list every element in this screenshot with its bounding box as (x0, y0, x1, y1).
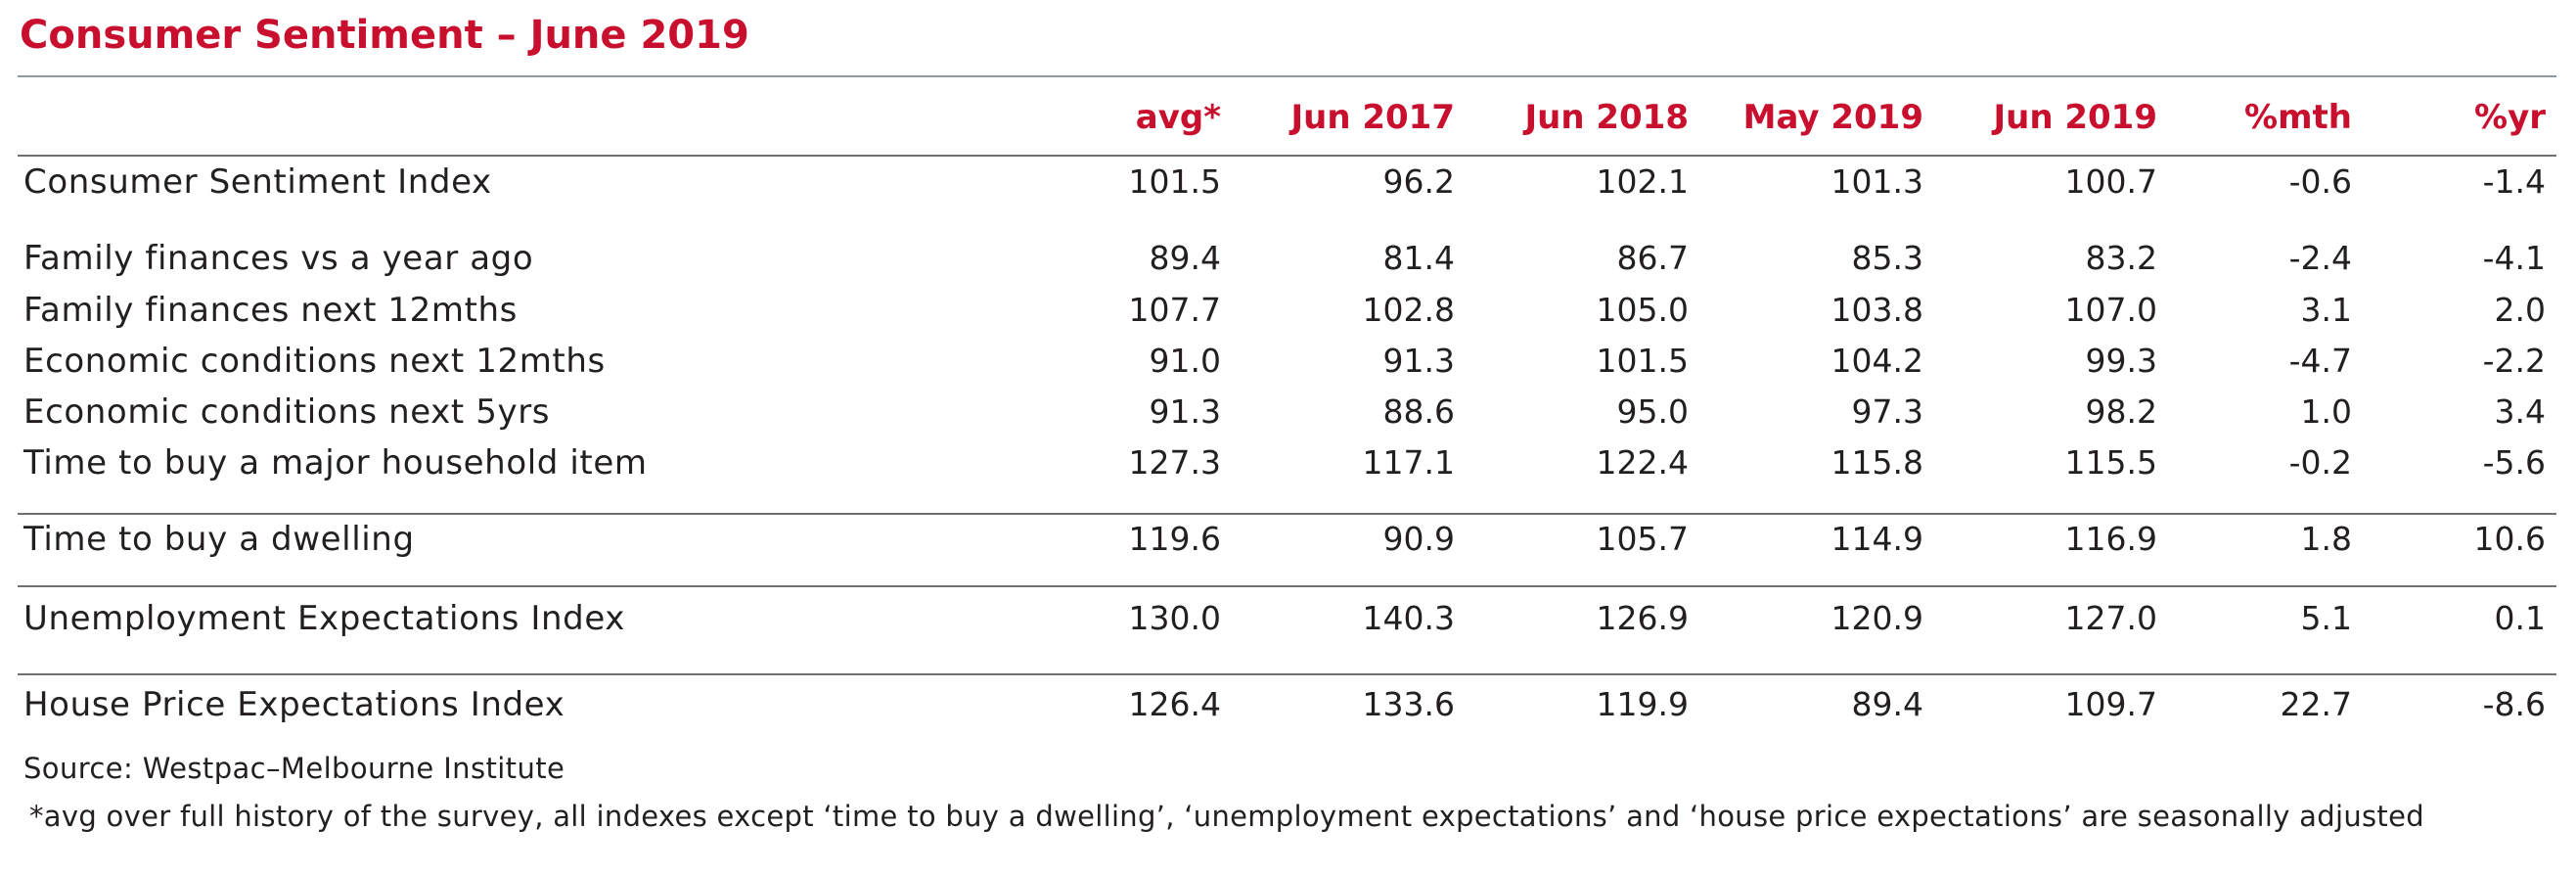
cell-avg: 101.5 (1128, 162, 1221, 201)
cell-avg: 130.0 (1128, 599, 1221, 637)
cell-pct-yr: 3.4 (2494, 392, 2546, 431)
header-divider (18, 155, 2556, 157)
cell-may-2019: 97.3 (1851, 392, 1923, 431)
col-header-avg: avg* (1135, 98, 1221, 137)
cell-may-2019: 120.9 (1830, 599, 1923, 637)
col-header-pct-yr: %yr (2474, 98, 2546, 137)
table-row: Economic conditions next 5yrs 91.3 88.6 … (0, 389, 2576, 436)
cell-pct-mth: 22.7 (2280, 685, 2352, 723)
cell-jun-2018: 105.0 (1596, 291, 1689, 329)
table-row: Consumer Sentiment Index 101.5 96.2 102.… (0, 159, 2576, 206)
row-label: Economic conditions next 12mths (23, 342, 606, 381)
cell-may-2019: 104.2 (1830, 342, 1923, 380)
cell-may-2019: 114.9 (1830, 520, 1923, 558)
row-label: Family finances next 12mths (23, 291, 518, 330)
cell-jun-2017: 133.6 (1362, 685, 1455, 723)
cell-jun-2017: 81.4 (1382, 239, 1455, 277)
section-divider (18, 585, 2556, 587)
table-row: Economic conditions next 12mths 91.0 91.… (0, 338, 2576, 385)
cell-may-2019: 85.3 (1851, 239, 1923, 277)
cell-pct-yr: -2.2 (2482, 342, 2546, 380)
cell-jun-2019: 99.3 (2085, 342, 2157, 380)
cell-pct-mth: -2.4 (2288, 239, 2352, 277)
cell-pct-yr: 10.6 (2473, 520, 2546, 558)
cell-jun-2017: 88.6 (1382, 392, 1455, 431)
cell-pct-mth: -0.6 (2288, 162, 2352, 201)
page-title: Consumer Sentiment – June 2019 (20, 13, 749, 58)
cell-jun-2018: 105.7 (1596, 520, 1689, 558)
cell-may-2019: 101.3 (1830, 162, 1923, 201)
cell-jun-2019: 109.7 (2064, 685, 2157, 723)
cell-jun-2019: 107.0 (2064, 291, 2157, 329)
cell-jun-2017: 102.8 (1362, 291, 1455, 329)
cell-jun-2019: 127.0 (2064, 599, 2157, 637)
cell-jun-2017: 140.3 (1362, 599, 1455, 637)
row-label: Time to buy a major household item (23, 443, 648, 483)
table-row: Time to buy a major household item 127.3… (0, 439, 2576, 486)
cell-jun-2019: 115.5 (2064, 443, 2157, 482)
table-header-row: avg* Jun 2017 Jun 2018 May 2019 Jun 2019… (0, 94, 2576, 141)
cell-avg: 107.7 (1128, 291, 1221, 329)
cell-avg: 91.3 (1149, 392, 1221, 431)
cell-jun-2017: 90.9 (1382, 520, 1455, 558)
table-row: Family finances next 12mths 107.7 102.8 … (0, 287, 2576, 334)
cell-jun-2017: 96.2 (1382, 162, 1455, 201)
col-header-pct-mth: %mth (2244, 98, 2352, 137)
cell-jun-2018: 119.9 (1596, 685, 1689, 723)
cell-jun-2019: 116.9 (2064, 520, 2157, 558)
table-row: Unemployment Expectations Index 130.0 14… (0, 595, 2576, 642)
source-note: Source: Westpac–Melbourne Institute (23, 752, 565, 785)
row-label: Family finances vs a year ago (23, 239, 534, 278)
cell-avg: 89.4 (1149, 239, 1221, 277)
col-header-may-2019: May 2019 (1742, 98, 1923, 137)
section-divider (18, 673, 2556, 675)
cell-jun-2017: 91.3 (1382, 342, 1455, 380)
cell-jun-2018: 122.4 (1596, 443, 1689, 482)
cell-jun-2017: 117.1 (1362, 443, 1455, 482)
table-row: House Price Expectations Index 126.4 133… (0, 681, 2576, 728)
cell-jun-2019: 98.2 (2085, 392, 2157, 431)
cell-pct-mth: -4.7 (2288, 342, 2352, 380)
cell-jun-2018: 126.9 (1596, 599, 1689, 637)
cell-jun-2019: 100.7 (2064, 162, 2157, 201)
cell-may-2019: 115.8 (1830, 443, 1923, 482)
col-header-jun-2018: Jun 2018 (1524, 98, 1689, 137)
cell-avg: 126.4 (1128, 685, 1221, 723)
row-label: House Price Expectations Index (23, 685, 565, 724)
col-header-jun-2019: Jun 2019 (1993, 98, 2157, 137)
cell-pct-mth: 1.8 (2300, 520, 2352, 558)
cell-jun-2019: 83.2 (2085, 239, 2157, 277)
row-label: Consumer Sentiment Index (23, 162, 492, 202)
table-row: Family finances vs a year ago 89.4 81.4 … (0, 235, 2576, 282)
cell-jun-2018: 102.1 (1596, 162, 1689, 201)
row-label: Time to buy a dwelling (23, 520, 415, 559)
row-label: Economic conditions next 5yrs (23, 392, 551, 432)
cell-avg: 91.0 (1149, 342, 1221, 380)
table-row: Time to buy a dwelling 119.6 90.9 105.7 … (0, 516, 2576, 563)
cell-jun-2018: 95.0 (1616, 392, 1689, 431)
cell-pct-yr: -4.1 (2482, 239, 2546, 277)
cell-pct-mth: 1.0 (2300, 392, 2352, 431)
row-label: Unemployment Expectations Index (23, 599, 625, 638)
col-header-jun-2017: Jun 2017 (1290, 98, 1455, 137)
cell-pct-yr: -5.6 (2482, 443, 2546, 482)
cell-avg: 127.3 (1128, 443, 1221, 482)
cell-pct-yr: 0.1 (2494, 599, 2546, 637)
footnote: *avg over full history of the survey, al… (29, 800, 2424, 833)
cell-may-2019: 89.4 (1851, 685, 1923, 723)
title-divider (18, 75, 2556, 77)
cell-pct-yr: -8.6 (2482, 685, 2546, 723)
section-divider (18, 513, 2556, 515)
cell-avg: 119.6 (1128, 520, 1221, 558)
cell-pct-mth: 3.1 (2300, 291, 2352, 329)
cell-jun-2018: 86.7 (1616, 239, 1689, 277)
cell-pct-yr: -1.4 (2482, 162, 2546, 201)
cell-may-2019: 103.8 (1830, 291, 1923, 329)
cell-pct-mth: -0.2 (2288, 443, 2352, 482)
cell-jun-2018: 101.5 (1596, 342, 1689, 380)
cell-pct-mth: 5.1 (2300, 599, 2352, 637)
cell-pct-yr: 2.0 (2494, 291, 2546, 329)
